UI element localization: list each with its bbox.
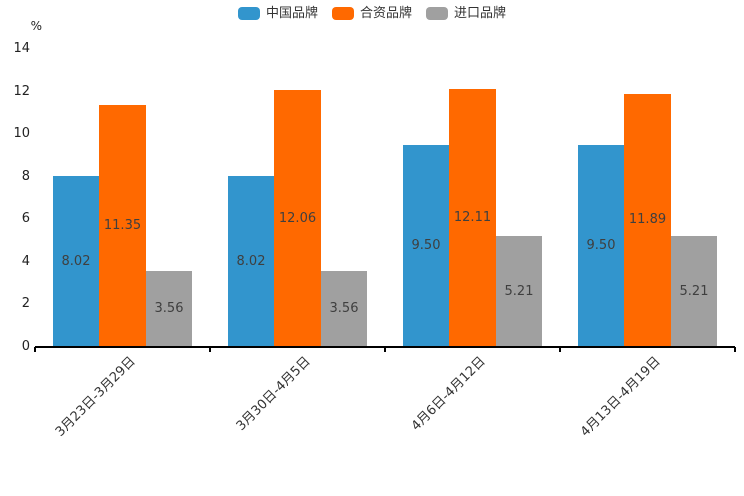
legend-swatch — [331, 7, 354, 20]
bar — [52, 176, 100, 347]
legend-label: 进口品牌 — [454, 6, 507, 21]
bar-value-label: 9.50 — [586, 237, 616, 253]
legend-label: 中国品牌 — [265, 6, 318, 21]
bar — [227, 176, 275, 347]
x-axis-label: 3月30日-4月5日 — [233, 354, 314, 434]
y-tick-label: 2 — [21, 296, 30, 312]
bar-value-label: 3.56 — [329, 301, 359, 317]
bar-value-label: 11.35 — [103, 218, 142, 234]
bar — [274, 90, 321, 347]
legend-label: 合资品牌 — [359, 6, 412, 21]
y-tick-label: 10 — [13, 126, 30, 142]
y-tick-label: 6 — [21, 211, 30, 227]
bar-value-label: 12.11 — [453, 210, 492, 226]
legend: 中国品牌 合资品牌 进口品牌 — [0, 6, 744, 21]
x-tick — [734, 347, 736, 352]
x-axis-label: 3月23日-3月29日 — [52, 354, 139, 440]
bar-value-label: 11.89 — [628, 212, 667, 228]
bar-value-label: 5.21 — [504, 283, 534, 299]
legend-item: 进口品牌 — [426, 6, 506, 21]
legend-swatch — [237, 7, 260, 20]
bar — [495, 236, 543, 347]
bar-value-label: 3.56 — [154, 301, 184, 317]
legend-swatch — [426, 7, 448, 20]
x-tick — [559, 347, 561, 352]
bar-value-label: 8.02 — [61, 253, 91, 269]
bar-value-label: 5.21 — [679, 283, 709, 299]
y-tick-label: 14 — [13, 41, 30, 56]
x-tick — [34, 347, 36, 352]
y-tick-label: 4 — [21, 253, 30, 269]
y-tick-label: 8 — [21, 168, 30, 184]
bar — [320, 271, 368, 347]
bar — [624, 93, 671, 347]
x-tick — [209, 347, 211, 352]
y-tick-label: 12 — [13, 83, 30, 99]
bar-value-label: 9.50 — [411, 237, 441, 253]
x-axis-label: 4月6日-4月12日 — [408, 354, 489, 434]
legend-item: 合资品牌 — [331, 6, 412, 21]
bar-value-label: 12.06 — [278, 210, 317, 226]
y-axis-unit-label: % — [30, 19, 42, 33]
bar — [145, 271, 193, 347]
bar — [402, 144, 450, 347]
bar — [577, 144, 625, 347]
x-axis-label: 4月13日-4月19日 — [577, 354, 664, 440]
x-tick — [384, 347, 386, 352]
bar — [99, 105, 146, 347]
legend-item: 中国品牌 — [237, 6, 318, 21]
bar-value-label: 8.02 — [236, 253, 266, 269]
bar — [670, 236, 718, 347]
bar — [449, 89, 496, 347]
y-tick-label: 0 — [21, 339, 30, 354]
